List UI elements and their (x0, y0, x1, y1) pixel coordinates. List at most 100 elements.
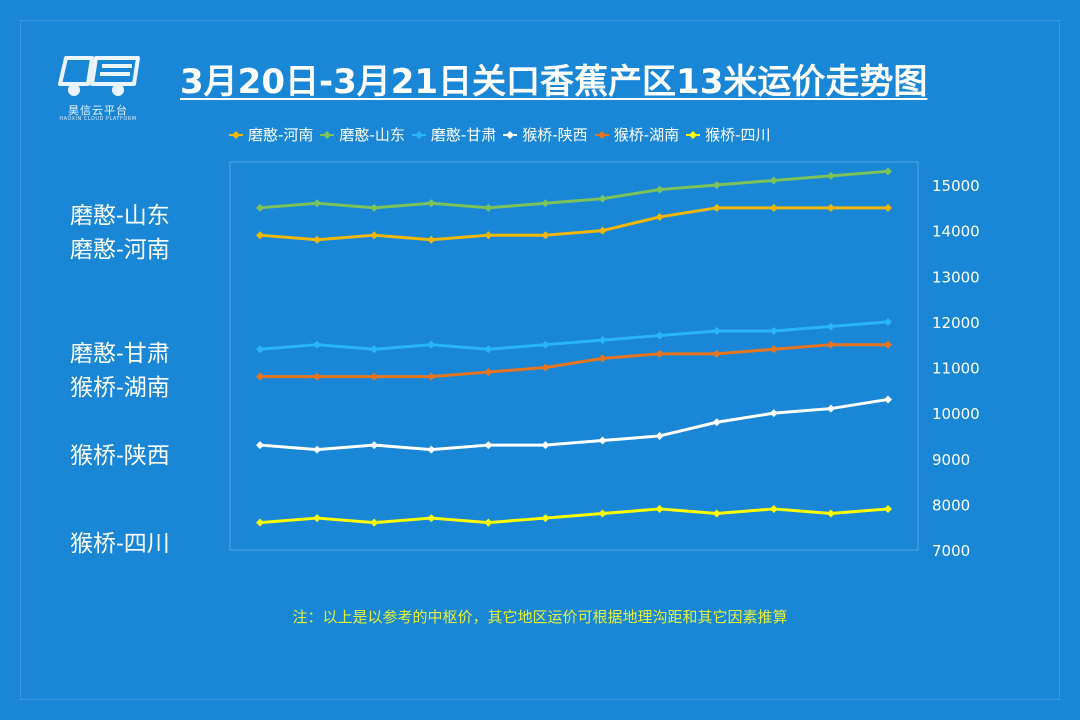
data-point (826, 171, 835, 180)
data-point (427, 340, 436, 349)
legend-label: 磨憨-河南 (248, 126, 314, 144)
data-point (826, 404, 835, 413)
data-point (313, 340, 322, 349)
data-point (884, 504, 892, 513)
legend-swatch (594, 130, 609, 139)
footnote: 注：以上是以参考的中枢价，其它地区运价可根据地理沟距和其它因素推算 (292, 608, 788, 626)
data-point (712, 327, 721, 335)
series-line-2 (259, 320, 889, 351)
data-point (712, 181, 721, 189)
y-tick-label: 9000 (932, 451, 970, 469)
data-point (826, 340, 835, 349)
data-point (541, 441, 550, 450)
legend-label: 猴桥-湖南 (613, 126, 680, 144)
plot-area (229, 161, 919, 551)
chart-title: 3月20日-3月21日关口香蕉产区13米运价走势图 (180, 62, 928, 102)
data-point (484, 345, 493, 354)
data-point (712, 418, 721, 427)
logo-subtitle: HAOXIN CLOUD PLATFORM (59, 116, 137, 122)
data-point (256, 441, 264, 450)
data-point (541, 199, 550, 208)
data-point (769, 176, 778, 185)
legend-swatch (229, 130, 243, 139)
legend-entry: 磨憨-甘肃 (411, 124, 496, 145)
data-point (655, 185, 664, 194)
data-point (484, 203, 493, 212)
logo-name: 昊信云平台 (68, 104, 128, 117)
data-point (484, 368, 493, 377)
data-point (484, 518, 493, 527)
legend-swatch (411, 130, 426, 139)
y-tick-label: 14000 (932, 223, 980, 241)
y-tick-label: 15000 (932, 177, 980, 195)
legend-entry: 猴桥-陕西 (502, 124, 588, 145)
data-point (370, 518, 379, 527)
left-label-mohan-henan: 磨憨-河南 (70, 237, 170, 263)
left-label-houqiao-shaanxi: 猴桥-陕西 (70, 443, 170, 469)
left-label-mohan-shandong: 磨憨-山东 (70, 203, 170, 229)
brand-logo: 昊信云平台 HAOXIN CLOUD PLATFORM (52, 44, 144, 124)
data-point (427, 372, 436, 381)
legend-swatch (503, 130, 518, 139)
data-point (370, 441, 379, 450)
data-point (256, 372, 264, 381)
y-tick-label: 11000 (932, 360, 980, 378)
left-label-mohan-gansu: 磨憨-甘肃 (70, 341, 170, 367)
data-point (256, 203, 264, 212)
data-point (826, 322, 835, 331)
data-point (313, 199, 322, 208)
data-point (370, 372, 379, 381)
data-point (769, 327, 778, 335)
data-point (712, 203, 721, 212)
y-tick-label: 10000 (932, 405, 980, 423)
data-point (370, 203, 379, 212)
series-line-4 (260, 343, 888, 379)
left-label-houqiao-hunan: 猴桥-湖南 (70, 375, 170, 401)
data-point (598, 436, 607, 445)
data-point (370, 345, 379, 354)
data-point (655, 349, 664, 358)
legend-label: 猴桥-陕西 (522, 126, 588, 144)
data-point (598, 336, 607, 345)
legend-entry: 猴桥-四川 (685, 124, 771, 145)
page-frame (20, 20, 1060, 700)
data-point (712, 349, 721, 358)
data-point (655, 212, 664, 221)
data-point (427, 445, 436, 454)
data-point (826, 203, 835, 212)
data-point (655, 331, 664, 340)
legend-entry: 磨憨-山东 (319, 124, 405, 145)
data-point (484, 441, 493, 450)
series-line-3 (259, 397, 889, 452)
series-line-0 (259, 206, 888, 242)
data-point (769, 504, 778, 513)
data-point (712, 509, 721, 518)
y-tick-label: 7000 (932, 542, 970, 560)
data-point (598, 509, 607, 518)
data-point (884, 317, 892, 326)
legend-swatch (320, 130, 335, 139)
data-point (769, 409, 778, 418)
data-point (313, 445, 322, 454)
legend-label: 磨憨-甘肃 (430, 126, 497, 144)
data-point (598, 226, 607, 235)
data-point (313, 235, 322, 244)
data-point (313, 372, 322, 381)
chart-legend: 磨憨-河南 磨憨-山东 磨憨-甘肃 猴桥-陕西 猴桥-湖南 猴桥-四川 (228, 124, 777, 145)
data-point (256, 345, 264, 354)
left-label-houqiao-sichuan: 猴桥-四川 (70, 531, 170, 557)
data-point (884, 340, 892, 349)
data-point (884, 395, 892, 404)
data-point (427, 235, 436, 244)
data-point (256, 518, 264, 527)
series-line-5 (259, 507, 889, 525)
data-point (655, 431, 664, 440)
data-point (769, 345, 778, 354)
data-point (427, 199, 436, 208)
truck-logo-icon (58, 56, 140, 96)
legend-label: 磨憨-山东 (339, 126, 405, 144)
data-point (313, 514, 322, 523)
data-point (484, 231, 493, 240)
data-point (541, 231, 550, 240)
